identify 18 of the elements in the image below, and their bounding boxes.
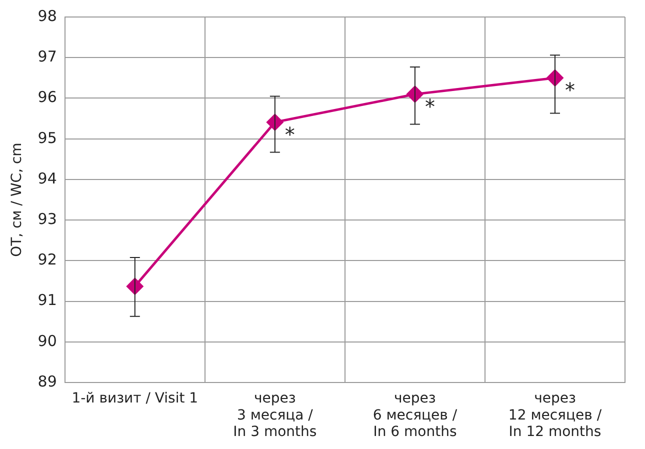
y-tick-label: 93 [38, 210, 57, 228]
y-tick-label: 98 [38, 6, 57, 25]
y-tick-label: 97 [38, 48, 57, 66]
x-tick-label: через 6 месяцев / In 6 months [372, 390, 458, 440]
x-tick-label: 1-й визит / Visit 1 [72, 390, 198, 407]
y-tick-label: 91 [38, 291, 57, 310]
x-tick-label: через 12 месяцев / In 12 months [508, 390, 602, 440]
y-tick-label: 94 [38, 169, 57, 188]
y-tick-label: 96 [38, 88, 57, 106]
y-tick-label: 90 [38, 332, 57, 350]
y-tick-label: 92 [38, 250, 57, 269]
y-tick-label: 95 [38, 128, 57, 147]
annotation: * [284, 122, 295, 146]
y-axis-title: ОТ, см / WC, cm [9, 142, 26, 257]
annotation: * [424, 94, 435, 118]
y-tick-label: 89 [38, 372, 57, 390]
annotation: * [564, 78, 575, 102]
x-tick-label: через 3 месяца / In 3 months [233, 390, 317, 440]
